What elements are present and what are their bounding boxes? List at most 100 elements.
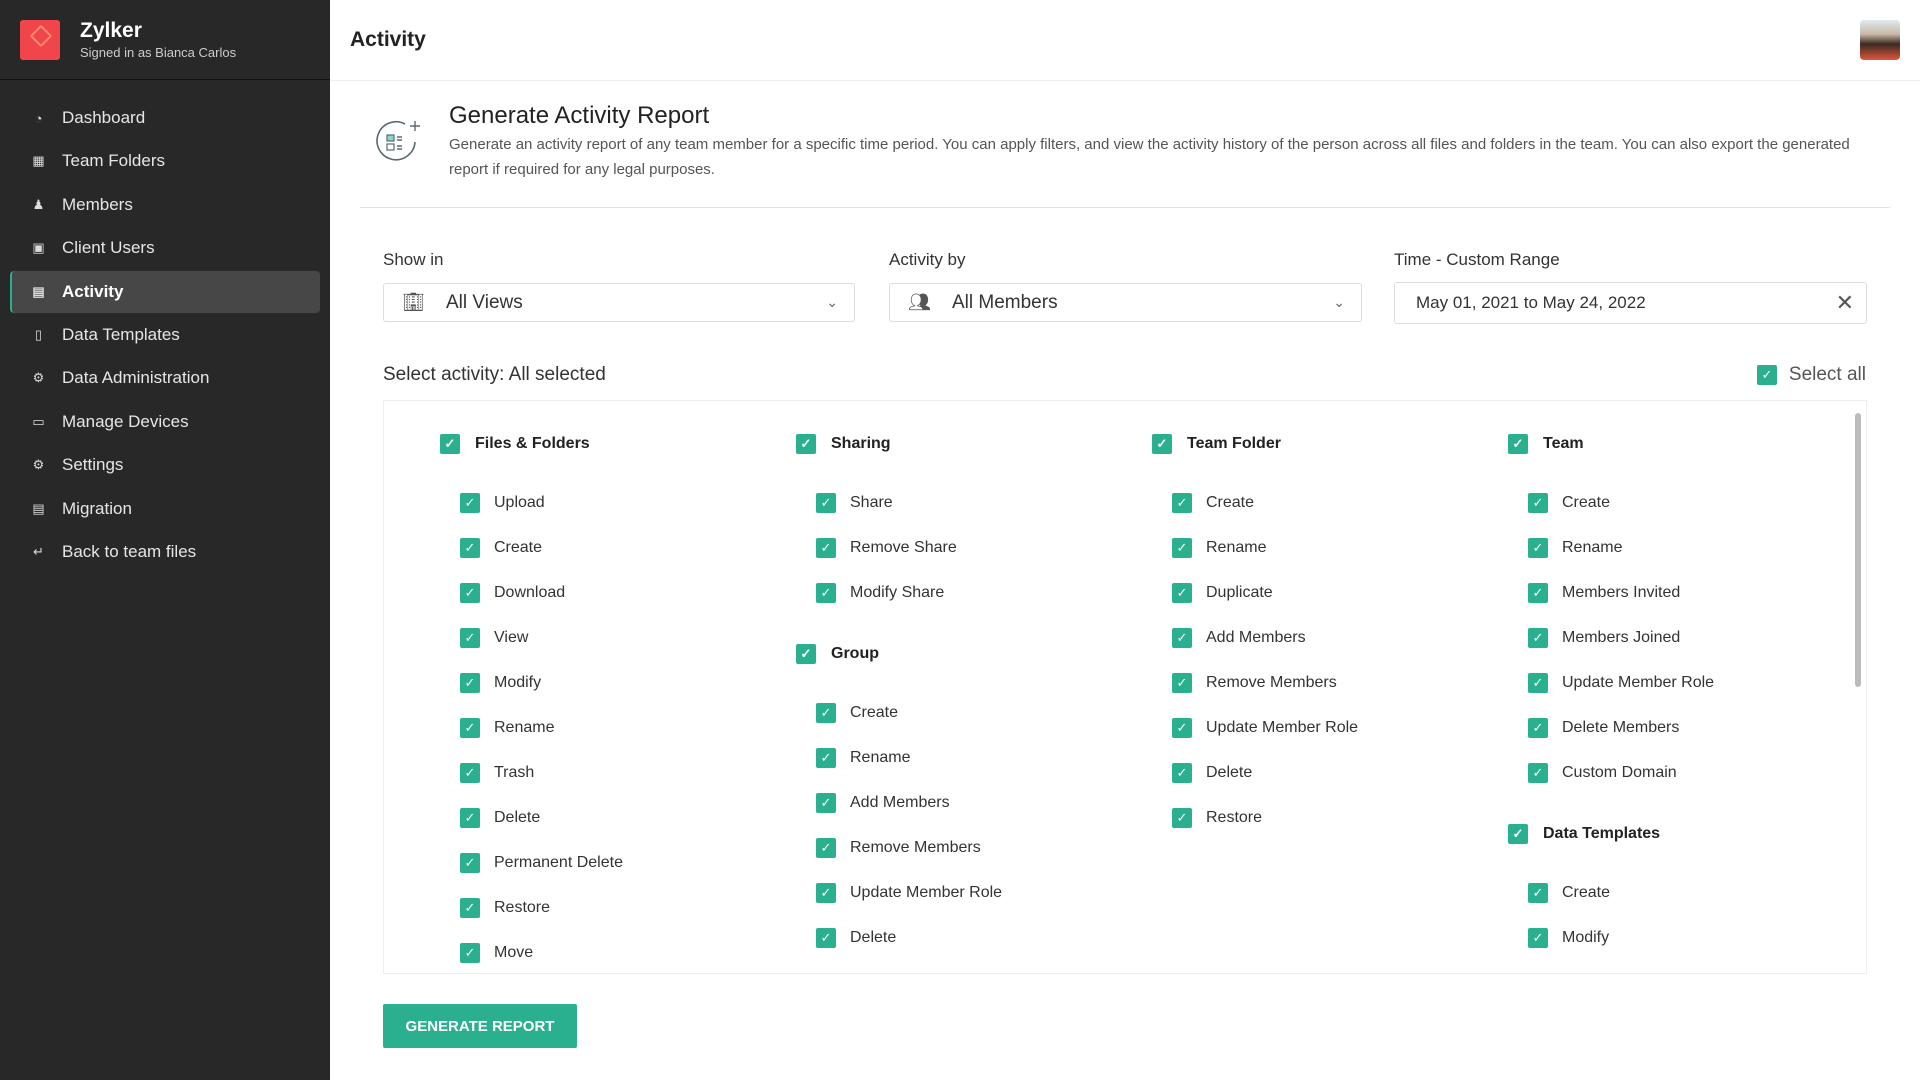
group-checkbox[interactable]: ✓ Sharing xyxy=(796,421,1146,466)
activity-checkbox[interactable]: ✓ Download xyxy=(460,570,790,615)
activity-checkbox[interactable]: ✓ Duplicate xyxy=(1172,570,1502,615)
group-title: Team xyxy=(1543,434,1584,452)
zylker-logo xyxy=(20,19,60,60)
sidebar-item-activity[interactable]: ▤ Activity xyxy=(10,270,320,313)
group-title: Sharing xyxy=(831,434,891,452)
chevron-down-icon: ⌄ xyxy=(826,294,838,310)
activity-checkbox[interactable]: ✓ Create xyxy=(460,525,790,570)
activity-checkbox[interactable]: ✓ View xyxy=(460,615,790,660)
activity-by-select[interactable]: 👥︎ All Members ⌄ xyxy=(889,283,1362,322)
activity-checkbox[interactable]: ✓ Permanent Delete xyxy=(460,840,790,885)
checkbox-checked-icon: ✓ xyxy=(1172,717,1192,738)
generate-report-button[interactable]: GENERATE REPORT xyxy=(383,1004,577,1048)
show-in-select[interactable]: 🏢︎ All Views ⌄ xyxy=(383,283,855,322)
activity-checkbox[interactable]: ✓ Custom Domain xyxy=(1528,750,1858,795)
sidebar-item-migration[interactable]: ▤ Migration xyxy=(10,488,320,530)
activity-by-label: Activity by xyxy=(889,250,966,269)
show-in-label: Show in xyxy=(383,250,444,269)
activity-label: Add Members xyxy=(1206,628,1306,646)
activity-checkbox[interactable]: ✓ Modify xyxy=(460,660,790,705)
sidebar-item-client-users[interactable]: ▣ Client Users xyxy=(10,227,320,269)
activity-checkbox[interactable]: ✓ Delete xyxy=(460,795,790,840)
activity-checkbox[interactable]: ✓ Add Members xyxy=(816,780,1146,825)
activity-checkbox[interactable]: ✓ Rename xyxy=(816,735,1146,780)
activity-checkbox[interactable]: ✓ Update Member Role xyxy=(1172,705,1502,750)
activity-checkbox[interactable]: ✓ Update Member Role xyxy=(1528,660,1858,705)
group-checkbox[interactable]: ✓ Data Templates xyxy=(1508,811,1858,856)
checkbox-checked-icon: ✓ xyxy=(460,852,480,873)
activity-checkbox[interactable]: ✓ Upload xyxy=(460,480,790,525)
activity-checkbox[interactable]: ✓ Remove Members xyxy=(1172,660,1502,705)
activity-label: Rename xyxy=(1206,538,1267,556)
activity-checkbox[interactable]: ✓ Rename xyxy=(460,705,790,750)
sidebar-item-back-to-team-files[interactable]: ↵ Back to team files xyxy=(10,531,320,573)
sidebar-item-members[interactable]: ♟ Members xyxy=(10,184,320,226)
activity-label: Permanent Delete xyxy=(494,853,623,871)
activity-checkbox[interactable]: ✓ Remove Members xyxy=(816,825,1146,870)
avatar[interactable] xyxy=(1860,20,1900,60)
activity-checkbox[interactable]: ✓ Rename xyxy=(1528,525,1858,570)
checkbox-checked-icon: ✓ xyxy=(460,807,480,828)
group-checkbox[interactable]: ✓ Team xyxy=(1508,421,1858,466)
group-checkbox[interactable]: ✓ Files & Folders xyxy=(440,421,790,466)
brand-name: Zylker xyxy=(80,19,142,42)
checkbox-checked-icon: ✓ xyxy=(1172,492,1192,513)
sidebar-item-manage-devices[interactable]: ▭ Manage Devices xyxy=(10,401,320,443)
activity-label: Share xyxy=(850,493,893,511)
sidebar-item-team-folders[interactable]: ▦ Team Folders xyxy=(10,140,320,182)
activity-label: Download xyxy=(494,583,566,601)
activity-checkbox[interactable]: ✓ Trash xyxy=(460,750,790,795)
sidebar-item-data-administration[interactable]: ⚙ Data Administration xyxy=(10,357,320,399)
activity-checkbox[interactable]: ✓ Create xyxy=(1528,480,1858,525)
activity-checkbox[interactable]: ✓ Members Invited xyxy=(1528,570,1858,615)
activity-label: Rename xyxy=(850,748,911,766)
show-in-value: All Views xyxy=(446,291,523,313)
sidebar-item-settings[interactable]: ⚙ Settings xyxy=(10,444,320,486)
select-activity-summary: Select activity: All selected xyxy=(383,364,606,385)
checkbox-checked-icon: ✓ xyxy=(1756,365,1777,385)
activity-checkbox[interactable]: ✓ Share xyxy=(816,480,1146,525)
activity-checkbox[interactable]: ✓ Delete Members xyxy=(1528,705,1858,750)
activity-checkbox[interactable]: ✓ Move xyxy=(460,930,790,973)
time-range-input[interactable]: May 01, 2021 to May 24, 2022 ✕ xyxy=(1394,282,1867,324)
activity-label: Create xyxy=(1562,883,1611,901)
select-all-checkbox[interactable]: ✓ Select all xyxy=(1756,364,1866,386)
group-checkbox[interactable]: ✓ Team Folder xyxy=(1152,421,1502,466)
checkbox-checked-icon: ✓ xyxy=(1508,433,1528,454)
group-checkbox[interactable]: ✓ Group xyxy=(796,631,1146,676)
activity-checkbox[interactable]: ✓ Remove Share xyxy=(816,525,1146,570)
checkbox-checked-icon: ✓ xyxy=(816,882,836,903)
activity-checkbox[interactable]: ✓ Rename xyxy=(1172,525,1502,570)
activity-label: Modify Share xyxy=(850,583,945,601)
sidebar-item-dashboard[interactable]: ◔ Dashboard xyxy=(10,97,320,139)
activity-label: Modify xyxy=(1562,928,1610,946)
activity-checkbox[interactable]: ✓ Update Member Role xyxy=(816,870,1146,915)
scrollbar[interactable] xyxy=(1855,413,1861,687)
activity-label: Delete xyxy=(1206,763,1253,781)
activity-column: ✓ Team ✓ Create ✓ Rename ✓ Members Invited ✓ Memb… xyxy=(1508,421,1858,973)
activity-checkbox[interactable]: ✓ Create xyxy=(1172,480,1502,525)
sidebar-item-data-templates[interactable]: ▯ Data Templates xyxy=(10,314,320,356)
checkbox-checked-icon: ✓ xyxy=(796,643,816,664)
activity-label: Restore xyxy=(494,898,551,916)
activity-checkbox[interactable]: ✓ Create xyxy=(1528,870,1858,915)
activity-checkbox[interactable]: ✓ Members Joined xyxy=(1528,615,1858,660)
activity-checkbox[interactable]: ✓ Modify xyxy=(1528,915,1858,960)
activity-checkbox[interactable]: ✓ Delete xyxy=(816,915,1146,960)
activity-checkbox[interactable]: ✓ Modify Share xyxy=(816,570,1146,615)
team-folder-icon: ▦ xyxy=(32,153,45,169)
checkbox-checked-icon: ✓ xyxy=(1152,433,1172,454)
activity-checkbox[interactable]: ✓ Create xyxy=(816,690,1146,735)
activity-label: Duplicate xyxy=(1206,583,1273,601)
activity-label: Create xyxy=(1562,493,1611,511)
activity-checkbox[interactable]: ✓ Add Members xyxy=(1172,615,1502,660)
activity-checkbox[interactable]: ✓ Restore xyxy=(460,885,790,930)
activity-label: Update Member Role xyxy=(1562,673,1715,691)
clear-icon[interactable]: ✕ xyxy=(1835,290,1854,315)
top-bar: Activity xyxy=(330,0,1920,81)
sidebar-item-label: Activity xyxy=(62,281,124,301)
back-arrow-icon: ↵ xyxy=(33,543,44,559)
activity-group: ✓ Group ✓ Create ✓ Rename ✓ Add Members ✓ Remove … xyxy=(796,631,1146,960)
activity-checkbox[interactable]: ✓ Delete xyxy=(1172,750,1502,795)
activity-checkbox[interactable]: ✓ Restore xyxy=(1172,795,1502,840)
